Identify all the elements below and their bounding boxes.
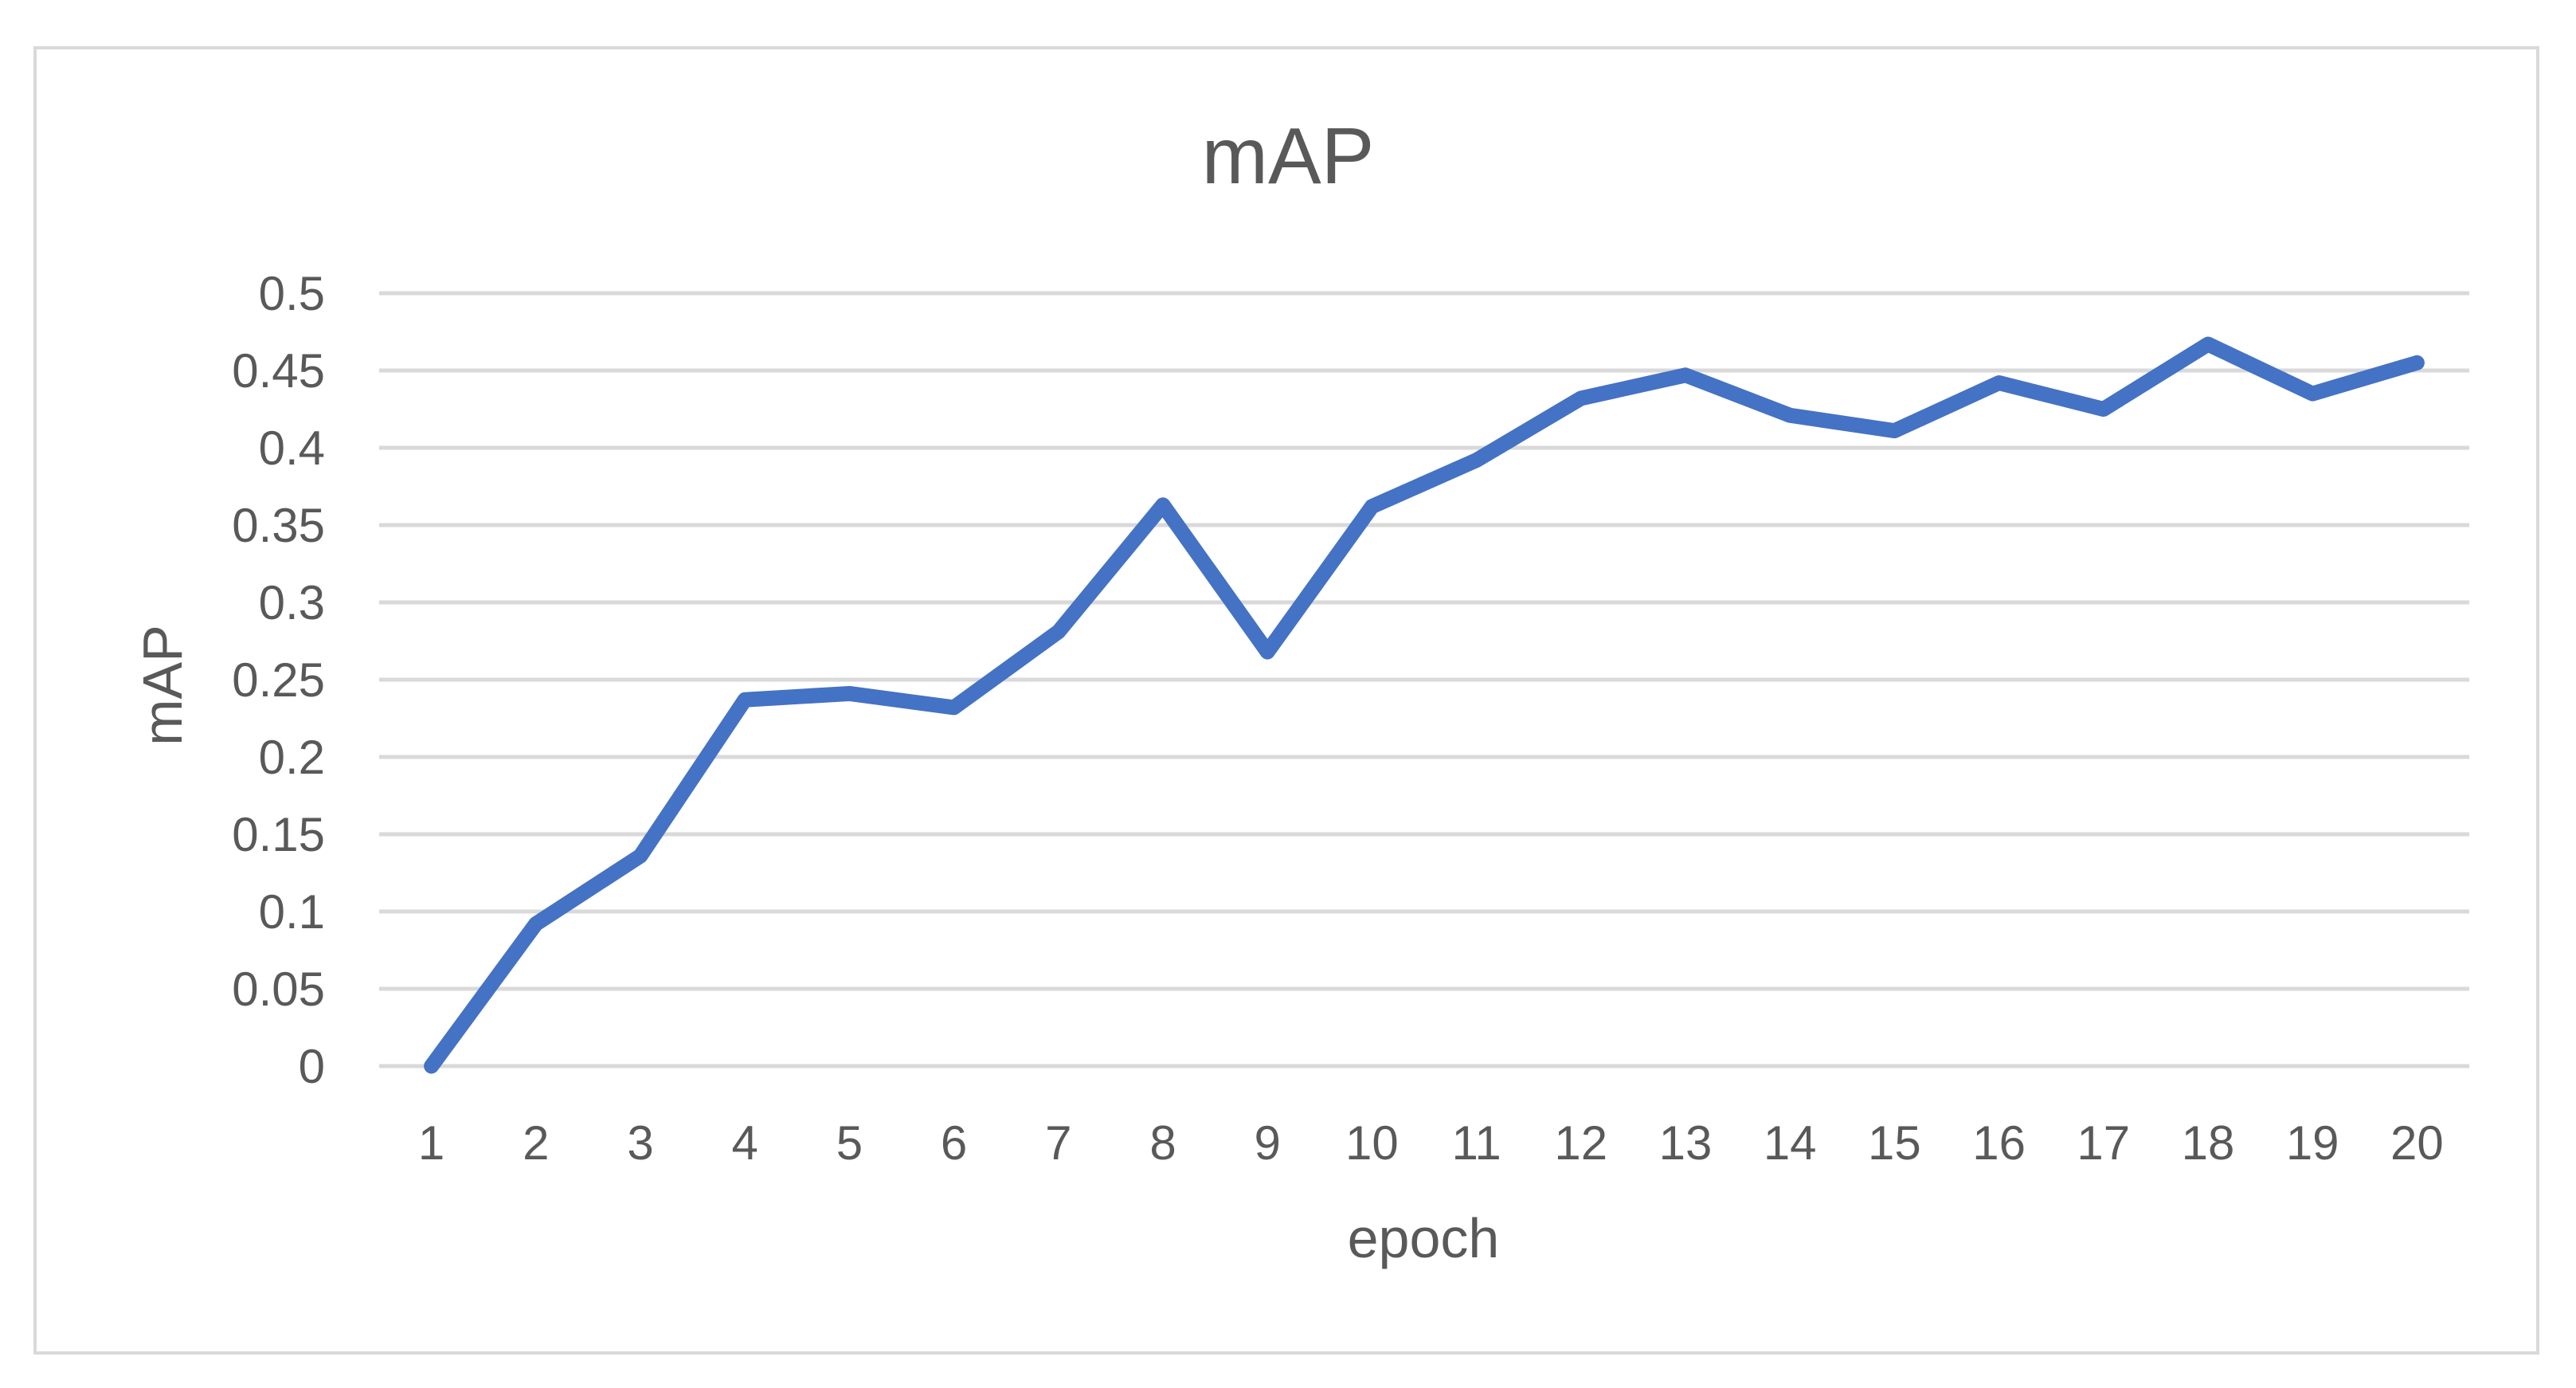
x-tick-label: 5 <box>836 1116 863 1170</box>
x-axis-title: epoch <box>1348 1207 1500 1269</box>
data-point <box>2305 386 2320 402</box>
data-point <box>1783 408 1798 423</box>
x-tick-label: 13 <box>1659 1116 1713 1170</box>
y-tick-label: 0.2 <box>259 731 325 784</box>
x-tick-label: 12 <box>1554 1116 1607 1170</box>
x-tick-label: 4 <box>732 1116 758 1170</box>
data-point <box>1678 367 1693 382</box>
data-point <box>424 1059 439 1073</box>
x-tick-label: 17 <box>2077 1116 2130 1170</box>
x-tick-label: 15 <box>1868 1116 1921 1170</box>
x-tick-label: 9 <box>1255 1116 1281 1170</box>
data-point <box>1364 499 1380 514</box>
y-tick-label: 0.15 <box>232 808 325 861</box>
x-tick-label: 20 <box>2390 1116 2444 1170</box>
gridlines <box>379 291 2469 1068</box>
y-tick-label: 0.3 <box>259 576 325 629</box>
data-point <box>738 692 753 708</box>
x-tick-label: 1 <box>418 1116 444 1170</box>
data-point <box>2096 402 2111 417</box>
data-point <box>1156 497 1170 512</box>
y-tick-label: 0.5 <box>259 267 325 320</box>
data-point <box>1573 390 1588 406</box>
data-point <box>1887 423 1902 438</box>
y-axis-title: mAP <box>131 625 194 746</box>
y-tick-label: 0.25 <box>232 653 325 707</box>
series-line <box>424 336 2425 1074</box>
x-tick-label: 7 <box>1045 1116 1071 1170</box>
x-tick-label: 18 <box>2182 1116 2235 1170</box>
data-point <box>842 686 857 701</box>
data-point <box>1051 624 1066 639</box>
y-tick-label: 0 <box>299 1040 325 1093</box>
data-point <box>633 849 648 864</box>
chart-title: mAP <box>1202 112 1375 201</box>
data-point <box>1469 453 1484 468</box>
x-tick-label: 8 <box>1149 1116 1176 1170</box>
x-tick-label: 14 <box>1764 1116 1817 1170</box>
data-point <box>946 700 961 715</box>
x-tick-label: 3 <box>627 1116 653 1170</box>
data-point <box>1991 375 2006 390</box>
data-point <box>528 916 543 931</box>
x-tick-label: 19 <box>2286 1116 2339 1170</box>
x-axis-ticks: 1 2 3 4 5 6 7 8 9 10 11 12 13 14 15 16 17 18 19 20 <box>418 1116 2444 1170</box>
chart-frame <box>33 46 2539 1355</box>
y-tick-label: 0.05 <box>232 963 325 1016</box>
data-point <box>2410 355 2425 371</box>
y-tick-label: 0.45 <box>232 344 325 398</box>
data-point <box>1260 645 1275 660</box>
y-tick-label: 0.35 <box>232 499 325 552</box>
y-tick-label: 0.1 <box>259 885 325 939</box>
y-axis-ticks: 0 0.05 0.1 0.15 0.2 0.25 0.3 0.35 0.4 0.45 0.5 <box>232 267 325 1093</box>
x-tick-label: 6 <box>941 1116 967 1170</box>
x-tick-label: 16 <box>1972 1116 2026 1170</box>
x-tick-label: 11 <box>1451 1116 1501 1170</box>
series-group <box>424 336 2425 1074</box>
data-point <box>2201 337 2215 352</box>
y-tick-label: 0.4 <box>259 421 325 475</box>
x-tick-label: 10 <box>1345 1116 1399 1170</box>
x-tick-label: 2 <box>523 1116 549 1170</box>
